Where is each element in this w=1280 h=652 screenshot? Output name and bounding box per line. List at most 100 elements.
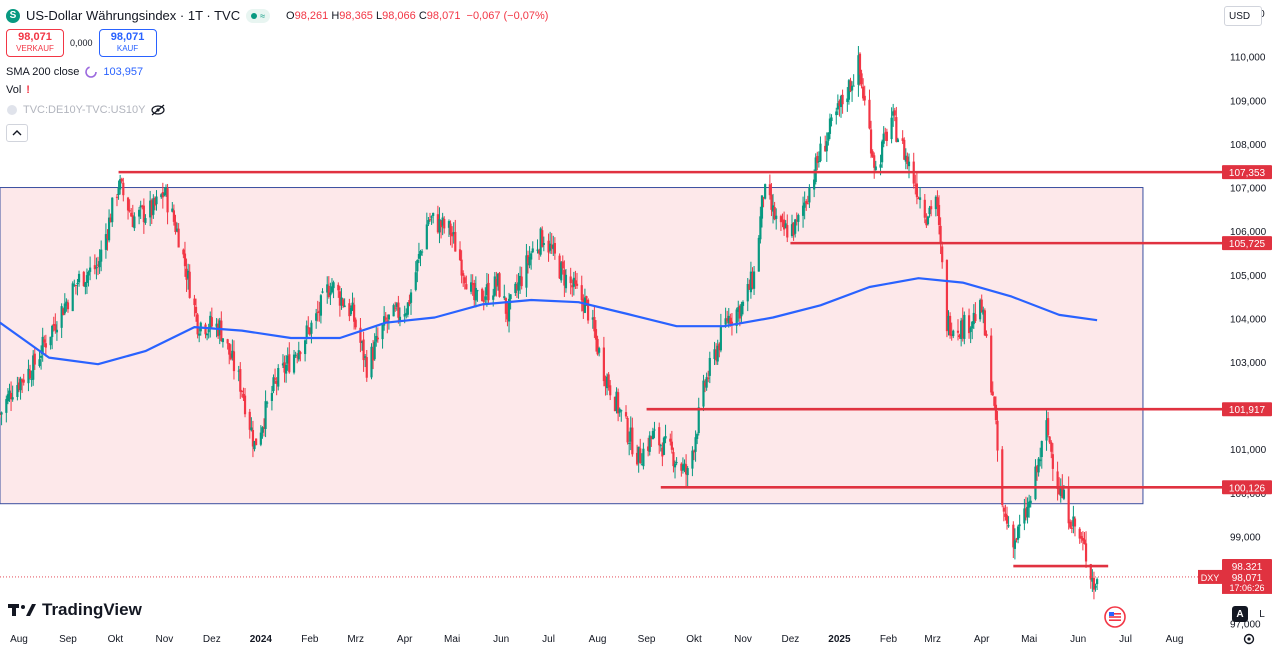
candle-body	[917, 198, 920, 200]
time-tick-label: Jul	[1119, 634, 1132, 645]
currency-selector[interactable]: USD	[1224, 6, 1262, 26]
vol-indicator-row[interactable]: Vol !	[6, 84, 30, 96]
delay-glyph: ≈	[260, 10, 266, 21]
candle-body	[605, 376, 609, 389]
candle-body	[1013, 540, 1017, 549]
gear-icon[interactable]	[1242, 632, 1256, 646]
candle-body	[615, 391, 618, 411]
candle-body	[828, 118, 832, 134]
market-status-pill[interactable]: ≈	[246, 8, 271, 23]
candle-body	[292, 354, 296, 373]
candle-body	[115, 196, 119, 198]
candle-body	[849, 80, 852, 92]
symbol-icon[interactable]: S	[6, 8, 20, 23]
candle-body	[149, 200, 152, 218]
candle-body	[237, 370, 240, 372]
candle-body	[841, 94, 844, 105]
candle-body	[240, 391, 243, 393]
candle-body	[454, 231, 457, 252]
sell-button[interactable]: 98,071 VERKAUF	[6, 29, 64, 57]
candle-body	[183, 253, 187, 267]
candle-body	[438, 218, 441, 233]
candle-body	[651, 431, 654, 440]
candle-body	[650, 436, 653, 439]
us-flag-event-icon[interactable]	[1104, 606, 1126, 628]
candle-body	[541, 230, 544, 247]
last-price-label: 98,071	[1232, 573, 1263, 584]
candle-body	[662, 437, 666, 455]
candle-body	[297, 350, 300, 360]
price-axis-bg	[1222, 0, 1280, 652]
candle-body	[768, 184, 771, 196]
candle-body	[525, 255, 528, 288]
candle-body	[104, 234, 108, 250]
chevron-up-icon	[12, 130, 22, 136]
log-scale-button[interactable]: L	[1259, 608, 1265, 620]
candle-body	[604, 379, 607, 387]
candle-body	[658, 427, 661, 446]
level-price-tag	[1222, 402, 1272, 417]
candle-body	[62, 308, 65, 316]
candle-body	[629, 427, 632, 442]
candle-body	[119, 179, 122, 190]
candle-body	[275, 380, 278, 384]
candle-body	[0, 412, 3, 415]
candle-body	[939, 225, 942, 244]
candle-body	[892, 111, 895, 116]
chart-title[interactable]: US-Dollar Währungsindex · 1T · TVC	[26, 8, 241, 23]
auto-scale-button[interactable]: A	[1232, 606, 1248, 622]
buy-button[interactable]: 98,071 KAUF	[98, 29, 157, 57]
candle-body	[84, 282, 87, 288]
candle-body	[730, 321, 734, 324]
candle-body	[874, 166, 877, 170]
candle-body	[948, 315, 952, 336]
hidden-eye-icon[interactable]	[150, 104, 166, 116]
candle-body	[74, 284, 77, 286]
candle-body	[517, 282, 520, 291]
tradingview-logo[interactable]: TradingView	[8, 600, 142, 620]
candle-body	[575, 283, 579, 286]
candle-body	[427, 220, 430, 225]
candle-body	[868, 99, 871, 129]
candle-body	[507, 298, 511, 322]
candle-body	[770, 194, 773, 210]
price-tick-label: 103,000	[1230, 358, 1267, 369]
candle-body	[1092, 577, 1096, 590]
candle-body	[373, 341, 376, 360]
candle-body	[752, 271, 756, 289]
candle-body	[974, 314, 977, 322]
candle-body	[139, 205, 142, 208]
candle-body	[794, 219, 797, 234]
candle-body	[972, 312, 975, 325]
candle-body	[87, 271, 90, 276]
candle-body	[285, 364, 288, 374]
time-tick-label: Jun	[1070, 634, 1086, 645]
candle-body	[795, 220, 798, 222]
candle-body	[254, 438, 258, 446]
compare-indicator-row[interactable]: TVC:DE10Y-TVC:US10Y	[6, 104, 166, 116]
candle-body	[715, 349, 718, 361]
candle-body	[485, 284, 489, 296]
candle-body	[463, 277, 466, 284]
candle-body	[215, 323, 218, 327]
time-tick-label: 2025	[828, 634, 851, 645]
candle-body	[259, 432, 262, 445]
collapse-legend-button[interactable]	[6, 124, 28, 142]
candle-body	[493, 276, 496, 296]
loading-icon	[85, 66, 98, 78]
candle-body	[85, 275, 89, 283]
price-tick-label: 108,000	[1230, 140, 1267, 151]
candle-body	[893, 110, 896, 116]
candle-body	[406, 302, 409, 315]
candle-body	[819, 143, 822, 162]
candle-body	[1051, 454, 1054, 469]
ohlc-close: 98,071	[426, 9, 461, 22]
candle-body	[669, 438, 672, 442]
price-tick-label: 104,000	[1230, 314, 1267, 325]
sma-indicator-row[interactable]: SMA 200 close 103,957	[6, 65, 143, 79]
candle-body	[443, 218, 446, 229]
candle-body	[294, 354, 297, 356]
candle-body	[925, 219, 928, 226]
candle-body	[436, 214, 439, 233]
